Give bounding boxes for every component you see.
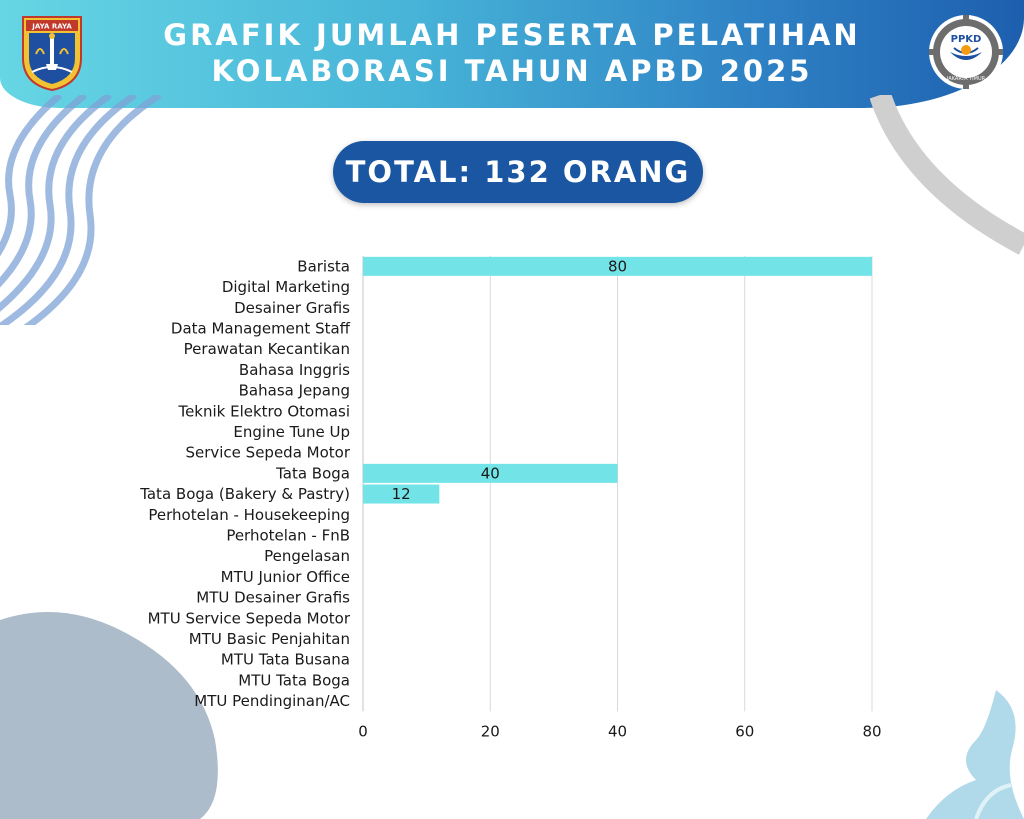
category-label: Digital Marketing (222, 278, 350, 296)
category-label: Bahasa Inggris (239, 361, 350, 379)
title-line-1: GRAFIK JUMLAH PESERTA PELATIHAN (163, 18, 861, 52)
bar-value-label: 80 (608, 257, 627, 275)
decorative-waves (0, 95, 162, 325)
bar (363, 256, 872, 276)
category-label: Tata Boga (275, 464, 350, 482)
jaya-raya-emblem-icon: JAYA RAYA (22, 16, 82, 92)
category-label: Perhotelan - Housekeeping (148, 506, 350, 524)
category-label: Perawatan Kecantikan (184, 340, 350, 358)
x-tick-label: 40 (608, 722, 627, 740)
x-tick-label: 60 (735, 722, 754, 740)
category-label: MTU Junior Office (221, 568, 350, 586)
decorative-arc (870, 95, 1024, 255)
logo-right-text: PPKD (951, 34, 982, 45)
grid-lines (362, 256, 873, 712)
category-label: Bahasa Jepang (239, 382, 350, 400)
category-label: MTU Desainer Grafis (196, 589, 350, 607)
bar-value-label: 40 (481, 464, 500, 482)
logo-right-subtext: JAKARTA TIMUR (946, 76, 986, 82)
category-label: Pengelasan (264, 547, 350, 565)
category-label: Data Management Staff (171, 319, 351, 337)
x-tick-label: 20 (481, 722, 500, 740)
category-label: MTU Tata Boga (238, 671, 350, 689)
category-label: Desainer Grafis (234, 299, 350, 317)
bar-value-label: 12 (392, 485, 411, 503)
category-label: MTU Pendinginan/AC (194, 692, 350, 710)
category-label: Perhotelan - FnB (226, 526, 350, 544)
category-label: Barista (297, 257, 350, 275)
x-axis-ticks: 0 20 40 60 80 (358, 722, 881, 740)
ppkd-logo-icon: PPKD JAKARTA TIMUR (929, 15, 1003, 89)
header-banner: GRAFIK JUMLAH PESERTA PELATIHAN KOLABORA… (0, 0, 1024, 108)
category-label: Service Sepeda Motor (185, 444, 350, 462)
x-tick-label: 0 (358, 722, 368, 740)
logo-left-text: JAYA RAYA (31, 23, 72, 31)
category-label: MTU Service Sepeda Motor (148, 609, 351, 627)
total-badge: TOTAL: 132 ORANG (333, 141, 703, 203)
bar (363, 484, 440, 504)
bar (363, 463, 618, 483)
category-label: MTU Basic Penjahitan (189, 630, 350, 648)
x-tick-label: 80 (862, 722, 881, 740)
title-line-2: KOLABORASI TAHUN APBD 2025 (211, 54, 813, 88)
category-labels: Barista Digital Marketing Desainer Grafis D… (139, 257, 351, 710)
category-label: Tata Boga (Bakery & Pastry) (139, 485, 350, 503)
decorative-splash (926, 690, 1024, 819)
category-label: MTU Tata Busana (221, 651, 350, 669)
decorative-blob (0, 612, 218, 819)
category-label: Teknik Elektro Otomasi (177, 402, 350, 420)
category-label: Engine Tune Up (233, 423, 350, 441)
bars: 80 40 12 (363, 256, 872, 504)
